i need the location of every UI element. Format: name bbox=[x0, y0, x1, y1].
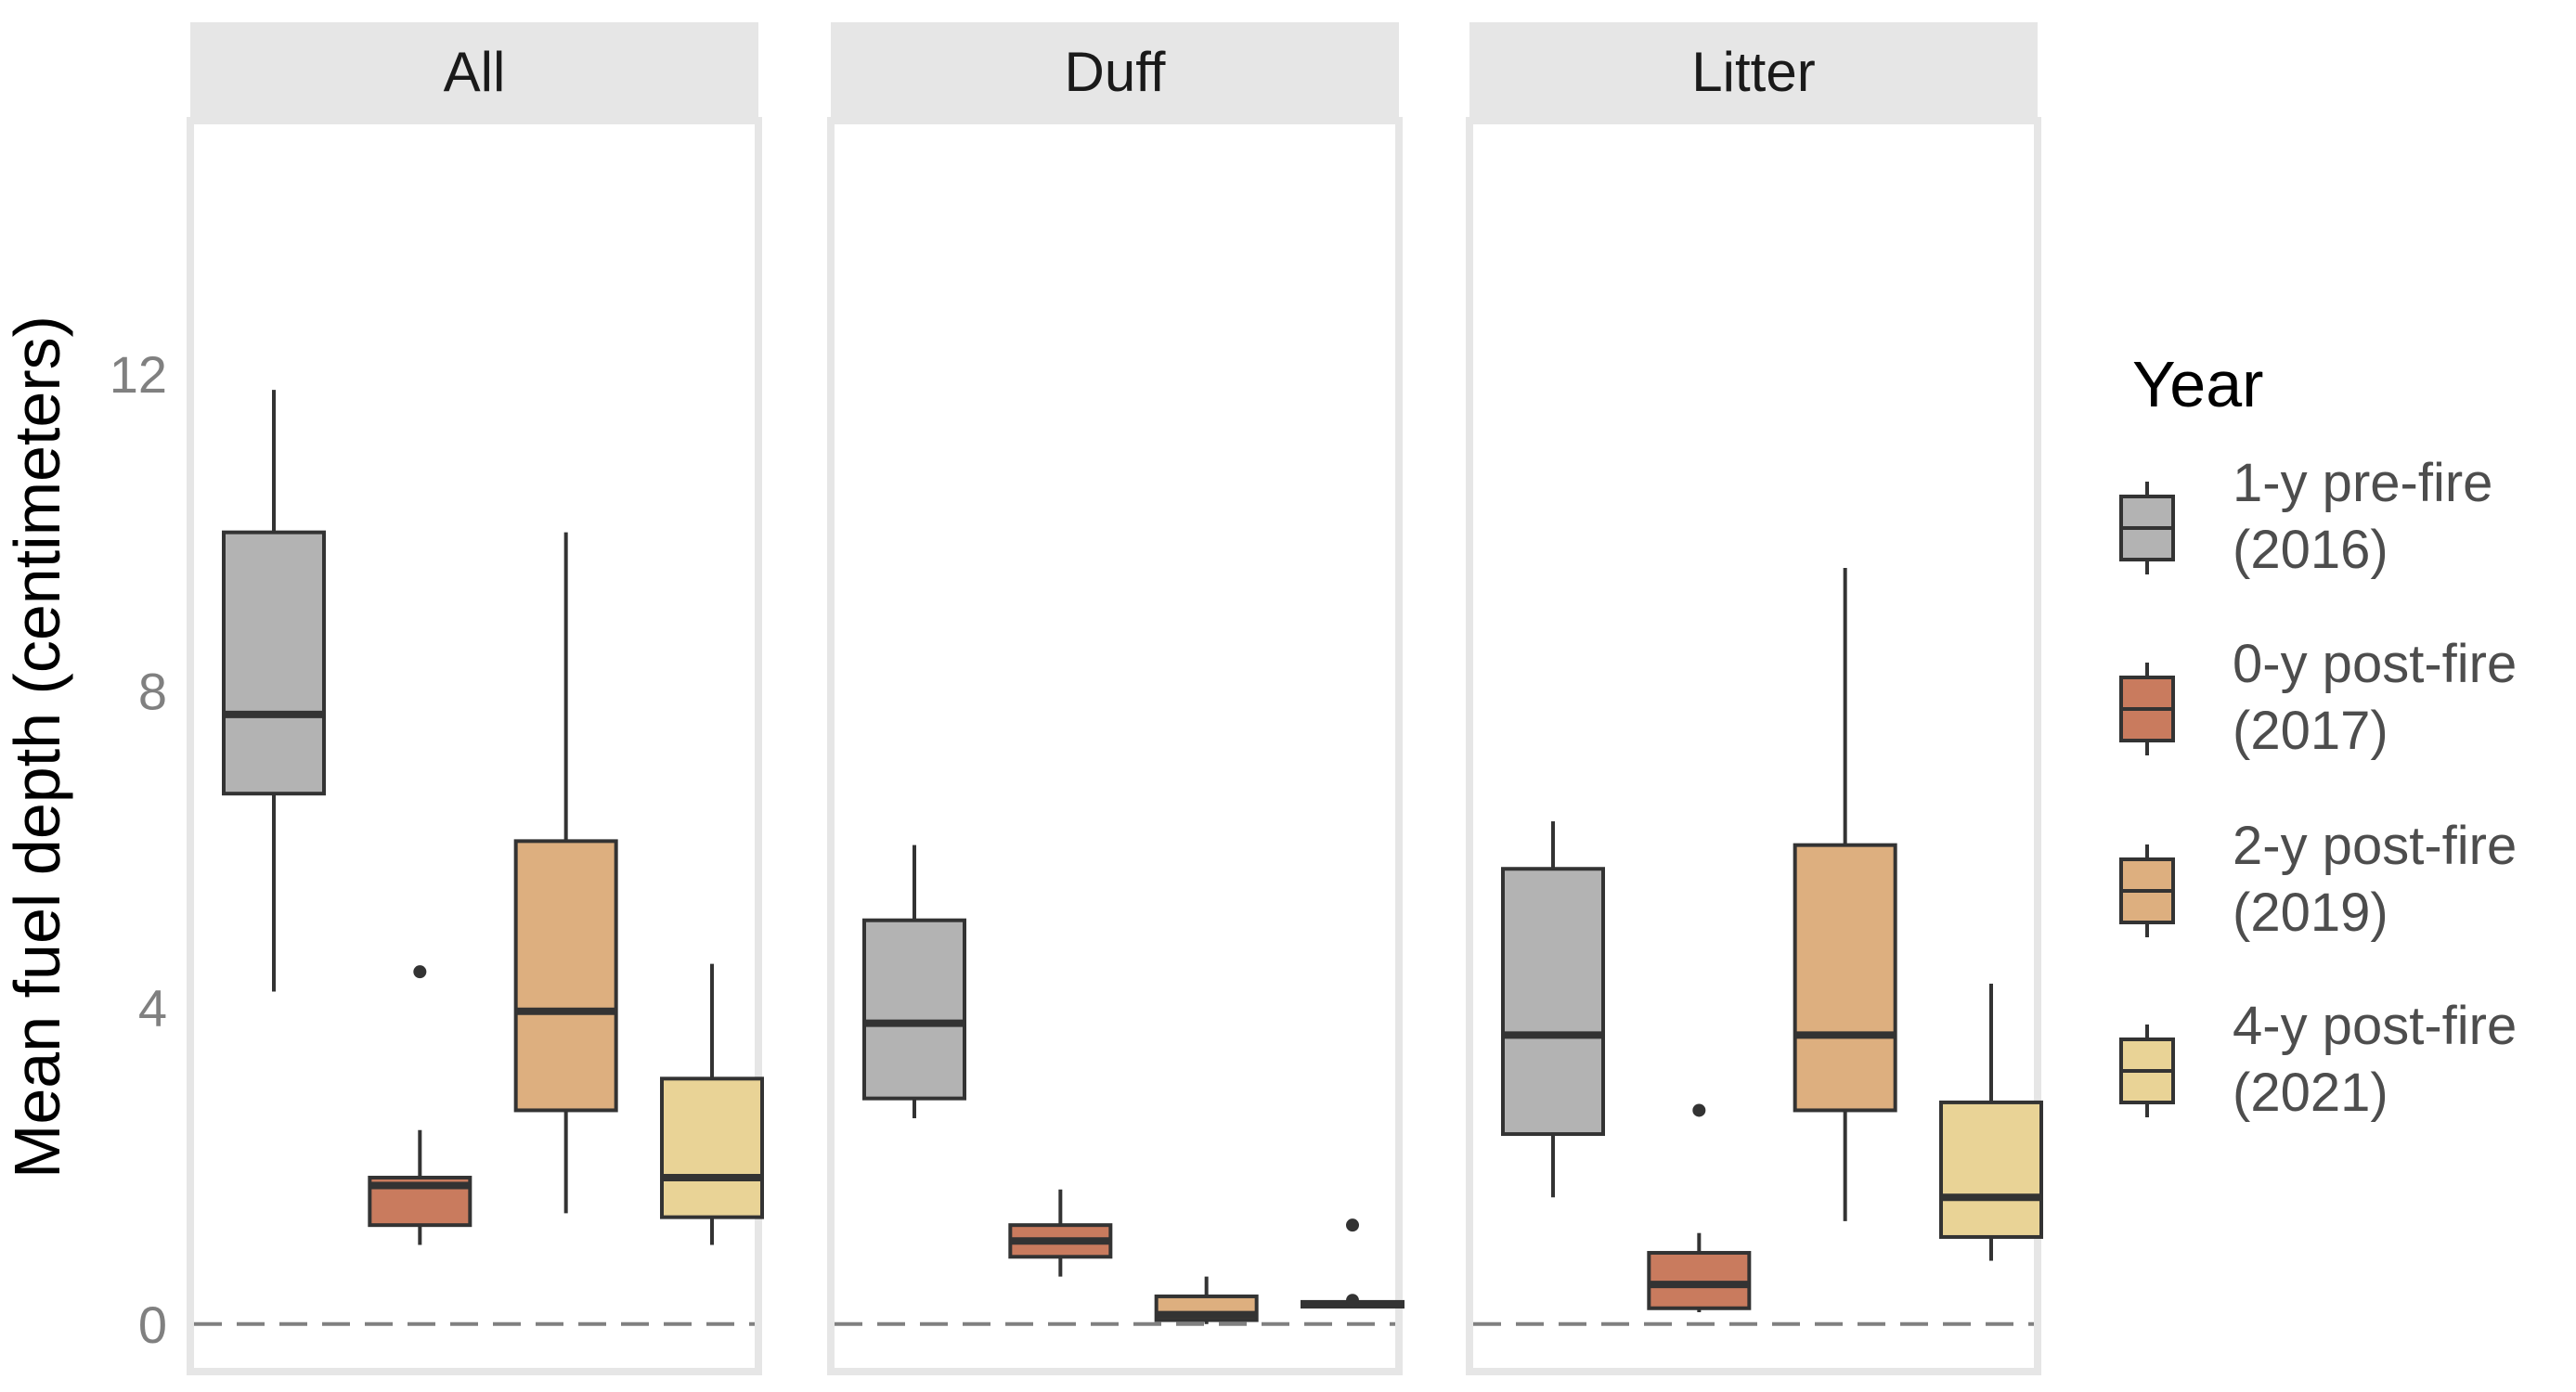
legend-label-year: (2016) bbox=[2233, 520, 2388, 580]
box-4 bbox=[1301, 1218, 1405, 1309]
box-2 bbox=[1647, 1103, 1752, 1313]
legend-item: 4-y post-fire (2021) bbox=[2119, 996, 2517, 1123]
legend-label: 2-y post-fire bbox=[2233, 816, 2517, 876]
y-tick-label: 8 bbox=[138, 662, 167, 720]
legend-title: Year bbox=[2132, 348, 2263, 420]
legend-label-year: (2017) bbox=[2233, 701, 2388, 761]
outlier-point bbox=[1692, 1103, 1706, 1117]
facet-panels: All Duff Litter bbox=[187, 22, 2043, 1375]
y-tick-label: 12 bbox=[110, 345, 167, 404]
box-iqr bbox=[660, 1076, 764, 1219]
y-tick-label: 0 bbox=[138, 1295, 167, 1354]
legend-label: 0-y post-fire bbox=[2233, 634, 2517, 694]
strip-background bbox=[1469, 22, 2038, 121]
box-iqr bbox=[513, 839, 618, 1113]
legend-item: 0-y post-fire (2017) bbox=[2119, 634, 2517, 761]
legend-label-year: (2019) bbox=[2233, 883, 2388, 943]
legend-label: 4-y post-fire bbox=[2233, 996, 2517, 1056]
y-axis-ticks: 0 4 8 12 bbox=[110, 345, 167, 1354]
box-iqr bbox=[1939, 1100, 2043, 1239]
box-iqr bbox=[1793, 843, 1897, 1113]
strip-label: Litter bbox=[1691, 41, 1815, 103]
y-axis-label: Mean fuel depth (centimeters) bbox=[1, 316, 73, 1179]
box-1 bbox=[222, 390, 326, 992]
panel-border bbox=[827, 117, 1403, 1375]
strip-background bbox=[190, 22, 758, 121]
panel-all: All bbox=[187, 22, 764, 1375]
legend: Year 1-y pre-fire (2016) 0-y post-fire (201… bbox=[2119, 348, 2517, 1123]
panel-duff: Duff bbox=[827, 22, 1405, 1375]
outlier-point bbox=[1346, 1218, 1359, 1232]
box-3 bbox=[1793, 568, 1897, 1221]
strip-label: All bbox=[444, 41, 506, 103]
outlier-point bbox=[1346, 1294, 1359, 1308]
box-iqr bbox=[222, 530, 326, 796]
legend-item: 2-y post-fire (2019) bbox=[2119, 816, 2517, 943]
legend-label: 1-y pre-fire bbox=[2233, 453, 2492, 513]
box-4 bbox=[1939, 983, 2043, 1261]
legend-item: 1-y pre-fire (2016) bbox=[2119, 453, 2492, 580]
outlier-point bbox=[413, 965, 427, 979]
strip-background bbox=[831, 22, 1399, 121]
strip-label: Duff bbox=[1065, 41, 1166, 103]
panel-litter: Litter bbox=[1466, 22, 2043, 1375]
y-tick-label: 4 bbox=[138, 979, 167, 1038]
box-iqr bbox=[862, 918, 966, 1101]
legend-label-year: (2021) bbox=[2233, 1063, 2388, 1123]
box-1 bbox=[1501, 821, 1605, 1198]
box-iqr bbox=[1501, 867, 1605, 1137]
box-3 bbox=[513, 532, 618, 1214]
box-4 bbox=[660, 963, 764, 1245]
box-1 bbox=[862, 844, 966, 1118]
box-iqr bbox=[1647, 1251, 1752, 1310]
box-2 bbox=[1008, 1189, 1113, 1277]
box-2 bbox=[368, 965, 472, 1245]
box-3 bbox=[1154, 1276, 1259, 1324]
